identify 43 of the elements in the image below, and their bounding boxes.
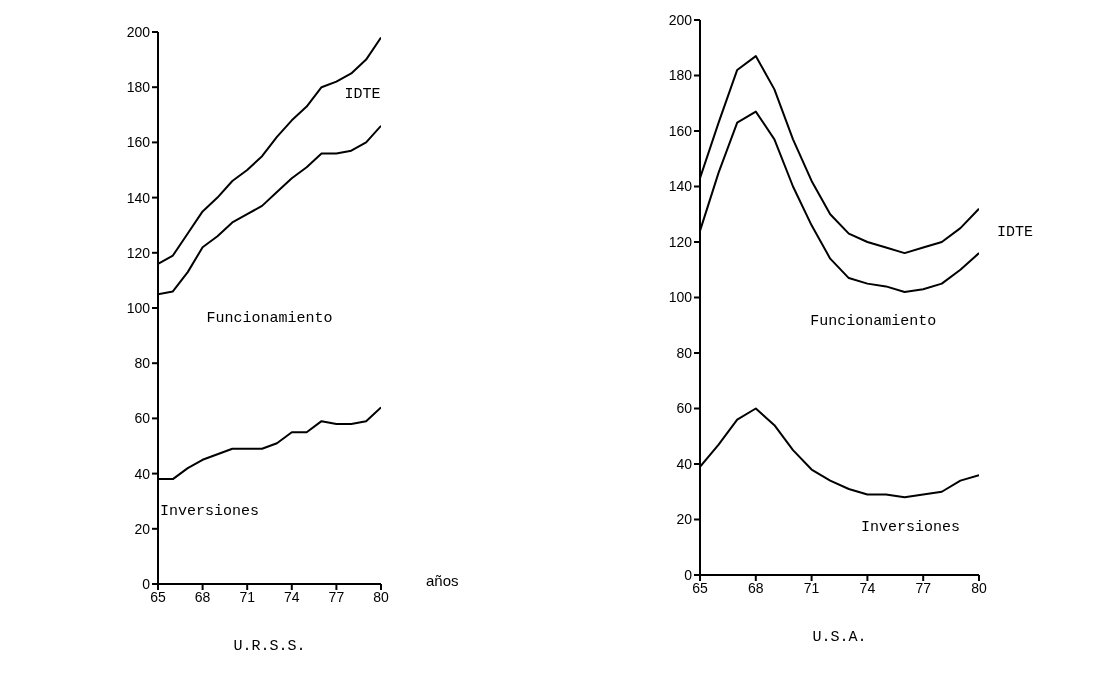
x-tick-label: 80 [373, 588, 389, 605]
y-tick-label: 100 [126, 299, 151, 316]
y-tick-label: 0 [684, 566, 693, 583]
y-tick-label: 160 [126, 134, 151, 151]
x-tick-label: 74 [284, 588, 300, 605]
y-tick-label: 40 [134, 465, 151, 482]
series-label: IDTE [344, 86, 381, 104]
x-tick-label: 68 [748, 579, 764, 596]
x-tick-label: 77 [328, 588, 345, 605]
series-label: IDTE [997, 224, 1034, 242]
x-tick-label: 77 [915, 579, 932, 596]
y-tick-label: 120 [668, 233, 693, 250]
y-tick-label: 180 [126, 79, 151, 96]
y-tick-label: 20 [134, 520, 151, 537]
text: U.S.A. [811, 629, 868, 646]
x-tick-label: 71 [239, 588, 256, 605]
y-tick-label: 180 [668, 67, 693, 84]
y-tick-label: 80 [134, 355, 151, 372]
x-tick-label: 71 [803, 579, 820, 596]
y-tick-label: 80 [676, 344, 693, 361]
y-tick-label: 0 [142, 575, 151, 592]
y-tick-label: 60 [676, 400, 693, 417]
y-tick-label: 140 [126, 189, 151, 206]
x-tick-label: 65 [692, 579, 708, 596]
x-tick-label: 80 [971, 579, 987, 596]
y-tick-label: 160 [668, 122, 693, 139]
y-tick-label: 40 [676, 455, 693, 472]
y-tick-label: 100 [668, 289, 693, 306]
x-tick-label: 65 [150, 588, 166, 605]
y-tick-label: 20 [676, 511, 693, 528]
y-tick-label: 120 [126, 244, 151, 261]
x-axis-title: años [426, 572, 459, 590]
y-tick-label: 200 [668, 11, 693, 28]
text: U.R.S.S. [232, 638, 307, 655]
series-label: Funcionamiento [810, 313, 937, 331]
y-tick-label: 140 [668, 178, 693, 195]
text: Funcionamiento [206, 309, 333, 327]
x-tick-label: 68 [194, 588, 211, 605]
series-label: Inversiones [861, 518, 961, 536]
y-tick-label: 200 [126, 23, 151, 40]
series-label: Inversiones [160, 503, 260, 520]
y-tick-label: 60 [134, 410, 151, 427]
x-tick-label: 74 [859, 579, 876, 596]
